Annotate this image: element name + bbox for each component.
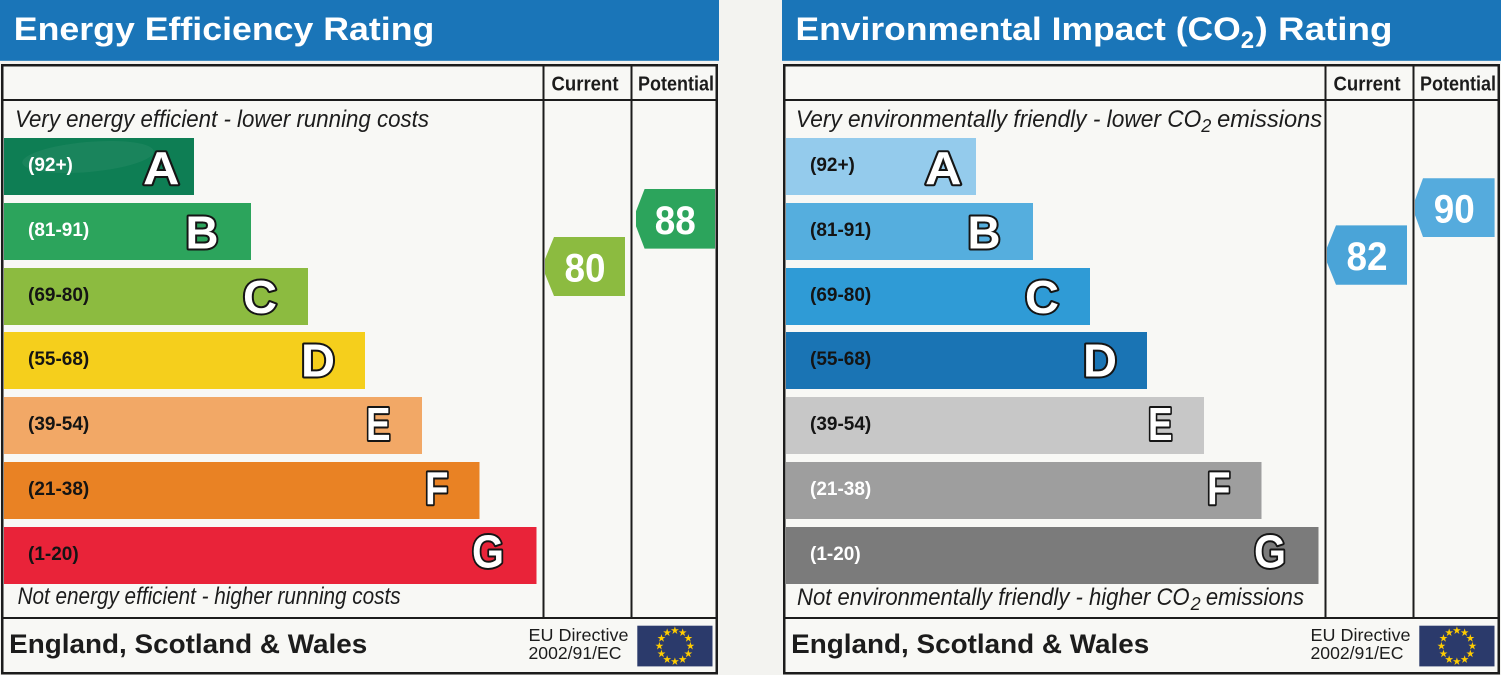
svg-text:Current: Current bbox=[552, 74, 619, 96]
svg-text:(39-54): (39-54) bbox=[810, 414, 871, 435]
svg-text:2: 2 bbox=[1241, 27, 1254, 54]
svg-text:82: 82 bbox=[1347, 235, 1388, 279]
svg-text:(1-20): (1-20) bbox=[28, 544, 79, 565]
svg-text:emissions: emissions bbox=[1217, 106, 1322, 133]
svg-text:Not environmentally friendly -: Not environmentally friendly - higher CO bbox=[797, 584, 1190, 611]
svg-text:G: G bbox=[1254, 526, 1286, 578]
svg-text:Energy Efficiency Rating: Energy Efficiency Rating bbox=[14, 11, 435, 47]
svg-text:EU Directive: EU Directive bbox=[1311, 625, 1411, 645]
svg-text:emissions: emissions bbox=[1206, 584, 1304, 611]
svg-text:(21-38): (21-38) bbox=[810, 479, 871, 500]
svg-text:D: D bbox=[1083, 335, 1117, 387]
svg-text:(81-91): (81-91) bbox=[28, 220, 89, 241]
svg-text:88: 88 bbox=[655, 199, 696, 243]
svg-text:2: 2 bbox=[1190, 594, 1201, 614]
svg-text:(69-80): (69-80) bbox=[810, 285, 871, 306]
svg-text:(55-68): (55-68) bbox=[810, 349, 871, 370]
svg-text:Very energy efficient - lower: Very energy efficient - lower running co… bbox=[15, 106, 429, 133]
svg-text:E: E bbox=[366, 398, 391, 450]
svg-text:D: D bbox=[301, 335, 335, 387]
svg-text:England, Scotland & Wales: England, Scotland & Wales bbox=[9, 629, 367, 659]
svg-text:(1-20): (1-20) bbox=[810, 544, 861, 565]
svg-text:Potential: Potential bbox=[1420, 74, 1496, 96]
svg-text:(21-38): (21-38) bbox=[28, 479, 89, 500]
svg-text:Very environmentally friendly: Very environmentally friendly - lower CO bbox=[796, 106, 1201, 133]
svg-text:90: 90 bbox=[1434, 188, 1475, 232]
svg-text:(92+): (92+) bbox=[28, 155, 73, 176]
svg-text:F: F bbox=[1207, 462, 1231, 514]
svg-text:B: B bbox=[186, 207, 219, 259]
svg-text:F: F bbox=[425, 462, 449, 514]
svg-text:Environmental Impact (CO: Environmental Impact (CO bbox=[796, 11, 1241, 47]
svg-text:(81-91): (81-91) bbox=[810, 220, 871, 241]
svg-text:E: E bbox=[1148, 398, 1173, 450]
svg-text:C: C bbox=[243, 271, 277, 323]
svg-text:(69-80): (69-80) bbox=[28, 285, 89, 306]
svg-text:Not energy efficient - higher: Not energy efficient - higher running co… bbox=[18, 583, 401, 610]
svg-text:EU Directive: EU Directive bbox=[529, 625, 629, 645]
svg-text:C: C bbox=[1025, 271, 1059, 323]
svg-text:2: 2 bbox=[1200, 116, 1211, 136]
svg-text:(55-68): (55-68) bbox=[28, 349, 89, 370]
svg-text:England, Scotland & Wales: England, Scotland & Wales bbox=[791, 629, 1149, 659]
svg-text:(92+): (92+) bbox=[810, 155, 855, 176]
svg-text:2002/91/EC: 2002/91/EC bbox=[529, 643, 622, 663]
svg-text:Current: Current bbox=[1334, 74, 1401, 96]
svg-text:80: 80 bbox=[565, 247, 606, 291]
svg-text:2002/91/EC: 2002/91/EC bbox=[1311, 643, 1404, 663]
svg-text:A: A bbox=[925, 142, 962, 194]
svg-text:Potential: Potential bbox=[638, 74, 714, 96]
svg-text:G: G bbox=[472, 526, 504, 578]
svg-text:) Rating: ) Rating bbox=[1256, 11, 1393, 47]
svg-text:A: A bbox=[143, 142, 180, 194]
svg-text:(39-54): (39-54) bbox=[28, 414, 89, 435]
svg-text:B: B bbox=[968, 207, 1001, 259]
